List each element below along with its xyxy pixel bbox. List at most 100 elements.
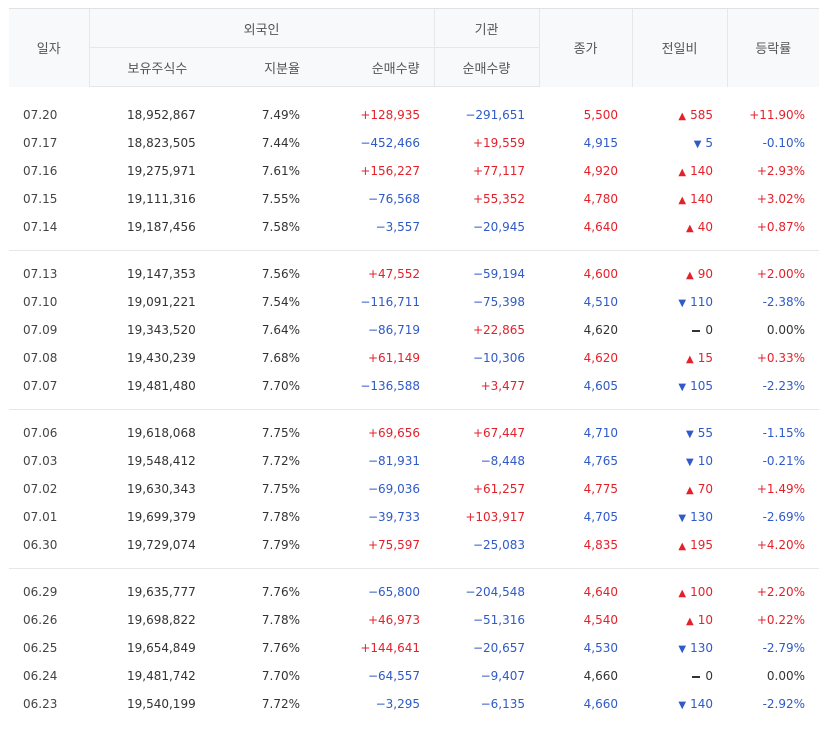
rate-cell: -2.23%	[762, 379, 806, 393]
foreign-net-cell: +61,149	[367, 351, 421, 365]
table-row: 07.02 19,630,343 7.75% −69,036 +61,257 4,775 ▲…	[9, 475, 819, 503]
change-cell: ▼ 110	[632, 288, 727, 316]
change-value: 90	[697, 267, 714, 281]
rate-cell: +1.49%	[756, 482, 806, 496]
date-cell: 07.09	[23, 323, 58, 337]
close-price-cell: 4,540	[583, 613, 619, 627]
date-cell: 06.30	[23, 538, 58, 552]
date-cell: 07.14	[23, 220, 58, 234]
close-price-cell: 4,780	[583, 192, 619, 206]
change-value: 0	[705, 323, 714, 337]
table-row: 07.03 19,548,412 7.72% −81,931 −8,448 4,765 ▼ 1…	[9, 447, 819, 475]
spacer-cell	[9, 559, 820, 569]
inst-net-cell: −10,306	[472, 351, 526, 365]
date-cell: 06.29	[23, 585, 58, 599]
change-cell: 0	[632, 316, 727, 344]
change-value: 140	[690, 697, 714, 711]
rate-cell: +2.93%	[756, 164, 806, 178]
share-ratio-cell: 7.68%	[261, 351, 300, 365]
spacer-cell	[9, 400, 820, 410]
spacer-cell	[9, 569, 819, 579]
holdings-cell: 19,540,199	[127, 697, 196, 711]
rate-cell: -2.92%	[762, 697, 806, 711]
change-value: 585	[690, 108, 714, 122]
change-cell: ▲ 140	[632, 157, 727, 185]
table-row: 07.13 19,147,353 7.56% +47,552 −59,194 4,600 ▲…	[9, 260, 819, 288]
share-ratio-cell: 7.49%	[261, 108, 300, 122]
triangle-down-icon: ▼	[678, 644, 687, 655]
inst-net-cell: −8,448	[480, 454, 526, 468]
holdings-cell: 18,952,867	[127, 108, 196, 122]
share-ratio-cell: 7.72%	[261, 697, 300, 711]
holdings-cell: 19,275,971	[127, 164, 196, 178]
close-price-cell: 4,640	[583, 585, 619, 599]
holdings-cell: 19,111,316	[127, 192, 196, 206]
rate-cell: +3.02%	[756, 192, 806, 206]
table-row: 06.24 19,481,742 7.70% −64,557 −9,407 4,660 0 0…	[9, 662, 819, 690]
close-price-cell: 4,915	[583, 136, 619, 150]
share-ratio-cell: 7.78%	[261, 613, 300, 627]
table-row: 06.30 19,729,074 7.79% +75,597 −25,083 4,835 ▲…	[9, 531, 819, 559]
triangle-up-icon: ▲	[678, 195, 687, 206]
inst-net-cell: −9,407	[480, 669, 526, 683]
date-cell: 06.25	[23, 641, 58, 655]
change-value: 70	[697, 482, 714, 496]
date-cell: 07.02	[23, 482, 58, 496]
inst-net-cell: −25,083	[472, 538, 526, 552]
foreign-net-cell: +47,552	[367, 267, 421, 281]
foreign-net-cell: −64,557	[367, 669, 421, 683]
foreign-net-cell: −39,733	[367, 510, 421, 524]
holdings-cell: 19,698,822	[127, 613, 196, 627]
row-spacer	[9, 569, 819, 579]
inst-net-cell: +61,257	[472, 482, 526, 496]
change-cell: ▲ 195	[632, 531, 727, 559]
share-ratio-cell: 7.70%	[261, 669, 300, 683]
table-row: 07.08 19,430,239 7.68% +61,149 −10,306 4,620 ▲…	[9, 344, 819, 372]
share-ratio-cell: 7.44%	[261, 136, 300, 150]
share-ratio-cell: 7.79%	[261, 538, 300, 552]
close-price-cell: 4,605	[583, 379, 619, 393]
date-cell: 06.26	[23, 613, 58, 627]
date-cell: 06.23	[23, 697, 58, 711]
rate-cell: -2.38%	[762, 295, 806, 309]
holdings-cell: 19,654,849	[127, 641, 196, 655]
date-cell: 07.03	[23, 454, 58, 468]
share-ratio-cell: 7.56%	[261, 267, 300, 281]
table-row: 07.16 19,275,971 7.61% +156,227 +77,117 4,920…	[9, 157, 819, 185]
header-foreign-net: 순매수량	[314, 47, 435, 87]
change-cell: ▼ 105	[632, 372, 727, 400]
triangle-down-icon: ▼	[693, 139, 702, 150]
triangle-down-icon: ▼	[678, 298, 687, 309]
change-cell: ▲ 100	[632, 578, 727, 606]
inst-net-cell: −75,398	[472, 295, 526, 309]
change-cell: ▲ 10	[632, 606, 727, 634]
spacer-cell	[9, 410, 819, 420]
dash-icon	[692, 675, 701, 678]
change-value: 130	[690, 510, 714, 524]
change-value: 10	[697, 454, 714, 468]
triangle-up-icon: ▲	[686, 485, 694, 496]
inst-net-cell: +55,352	[472, 192, 526, 206]
holdings-cell: 19,187,456	[127, 220, 196, 234]
inst-net-cell: −6,135	[480, 697, 526, 711]
spacer-cell	[9, 87, 819, 102]
share-ratio-cell: 7.75%	[261, 482, 300, 496]
triangle-up-icon: ▲	[686, 616, 694, 627]
rate-cell: -2.69%	[762, 510, 806, 524]
header-share-ratio: 지분율	[214, 47, 314, 87]
rate-cell: -0.10%	[762, 136, 806, 150]
rate-cell: -1.15%	[762, 426, 806, 440]
date-cell: 07.17	[23, 136, 58, 150]
holdings-cell: 19,729,074	[127, 538, 196, 552]
share-ratio-cell: 7.78%	[261, 510, 300, 524]
inst-net-cell: +22,865	[472, 323, 526, 337]
spacer-cell	[9, 251, 819, 261]
row-spacer	[9, 400, 820, 410]
inst-net-cell: +19,559	[472, 136, 526, 150]
triangle-down-icon: ▼	[686, 429, 694, 440]
holdings-cell: 19,343,520	[127, 323, 196, 337]
table-row: 07.14 19,187,456 7.58% −3,557 −20,945 4,640 ▲ 4…	[9, 213, 819, 241]
change-cell: ▲ 140	[632, 185, 727, 213]
table-row: 07.07 19,481,480 7.70% −136,588 +3,477 4,605 ▼…	[9, 372, 819, 400]
change-value: 105	[690, 379, 714, 393]
